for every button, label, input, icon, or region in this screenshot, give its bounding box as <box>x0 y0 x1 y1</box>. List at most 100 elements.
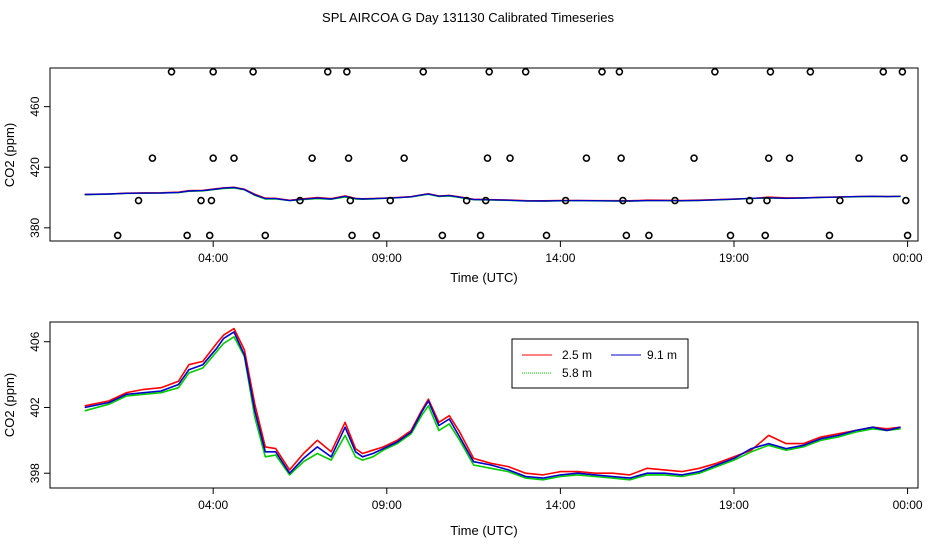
top-x-tick-label: 00:00 <box>893 251 923 265</box>
series-line-5.8m <box>84 335 901 481</box>
scatter-point <box>836 196 844 205</box>
legend-box <box>511 338 689 389</box>
scatter-point <box>879 67 888 76</box>
bottom-x-tick-label: 04:00 <box>198 498 228 512</box>
scatter-point <box>462 196 471 205</box>
scatter-point <box>372 231 381 240</box>
scatter-point <box>205 231 214 240</box>
top-scatter-points <box>113 67 912 240</box>
scatter-point <box>806 67 815 76</box>
scatter-point <box>485 67 494 76</box>
top-y-tick-label: 380 <box>28 217 42 237</box>
scatter-point <box>343 67 351 76</box>
scatter-point <box>134 196 143 205</box>
bottom-y-tick-label: 406 <box>28 331 42 351</box>
legend-label-5.8m: 5.8 m <box>562 366 592 380</box>
scatter-point <box>561 196 570 205</box>
scatter-point <box>521 67 530 76</box>
scatter-point <box>671 196 679 205</box>
top-y-tick-label: 460 <box>28 96 42 116</box>
scatter-point <box>476 231 485 240</box>
top-x-tick-label: 14:00 <box>545 251 575 265</box>
top-x-tick-label: 04:00 <box>198 251 228 265</box>
scatter-point <box>323 67 332 76</box>
scatter-point <box>825 231 834 240</box>
scatter-point <box>617 154 625 162</box>
scatter-point <box>761 231 770 240</box>
scatter-point <box>745 196 754 205</box>
bottom-plot-frame <box>49 321 919 489</box>
scatter-point <box>598 67 606 76</box>
scatter-point <box>711 67 719 76</box>
scatter-point <box>726 231 735 240</box>
bottom-y-axis: 398 402 406 <box>28 331 50 483</box>
bottom-y-tick-label: 398 <box>28 463 42 483</box>
scatter-point <box>419 67 428 76</box>
scatter-point <box>346 196 355 205</box>
scatter-point <box>183 231 191 240</box>
scatter-point <box>900 154 908 162</box>
bottom-x-tick-label: 09:00 <box>372 498 402 512</box>
bottom-x-axis-label: Time (UTC) <box>450 523 517 538</box>
scatter-point <box>766 67 775 76</box>
scatter-point <box>230 154 238 162</box>
scatter-point <box>113 231 122 240</box>
scatter-point <box>619 196 627 205</box>
top-x-tick-label: 19:00 <box>719 251 749 265</box>
bottom-y-tick-label: 402 <box>28 397 42 417</box>
scatter-point <box>855 154 863 162</box>
scatter-point <box>582 154 591 162</box>
legend-label-9.1m: 9.1 m <box>647 348 677 362</box>
series-line-9.1m <box>84 331 901 479</box>
scatter-point <box>249 67 257 76</box>
scatter-point <box>386 196 395 205</box>
legend-label-2.5m: 2.5 m <box>562 348 592 362</box>
top-plot-frame <box>49 67 919 242</box>
scatter-point <box>308 154 316 162</box>
bottom-x-tick-label: 14:00 <box>545 498 575 512</box>
top-line-9.1m <box>84 186 901 202</box>
legend: 2.5 m 9.1 m 5.8 m <box>511 338 689 389</box>
scatter-point <box>197 196 205 205</box>
scatter-point <box>622 231 631 240</box>
top-x-tick-label: 09:00 <box>372 251 402 265</box>
scatter-point <box>348 231 356 240</box>
bottom-x-axis: 04:00 09:00 14:00 19:00 00:00 <box>198 488 923 512</box>
bottom-y-axis-label: CO2 (ppm) <box>2 373 17 437</box>
scatter-point <box>690 154 698 162</box>
bottom-x-tick-label: 19:00 <box>719 498 749 512</box>
bottom-x-tick-label: 00:00 <box>893 498 923 512</box>
bottom-series-lines <box>84 327 901 481</box>
top-y-axis: 380 420 460 <box>28 96 50 238</box>
top-y-axis-label: CO2 (ppm) <box>2 123 17 187</box>
scatter-point <box>763 196 771 205</box>
series-line-2.5m <box>84 327 901 476</box>
bottom-panel: 398 402 406 04:00 09:00 14:00 19:00 00:00 Time… <box>2 321 923 538</box>
scatter-point <box>506 154 514 162</box>
scatter-point <box>785 154 794 162</box>
top-y-tick-label: 420 <box>28 157 42 177</box>
scatter-point <box>344 154 353 162</box>
scatter-point <box>209 154 217 162</box>
scatter-point <box>438 231 447 240</box>
scatter-point <box>903 231 912 240</box>
scatter-point <box>167 67 176 76</box>
top-x-axis-label: Time (UTC) <box>450 270 517 285</box>
scatter-point <box>296 196 304 205</box>
scatter-point <box>902 196 910 205</box>
scatter-point <box>615 67 624 76</box>
scatter-point <box>207 196 216 205</box>
chart-title: SPL AIRCOA G Day 131130 Calibrated Times… <box>322 10 614 25</box>
scatter-point <box>261 231 270 240</box>
scatter-point <box>148 154 157 162</box>
top-x-axis: 04:00 09:00 14:00 19:00 00:00 <box>198 241 923 265</box>
top-mean-line <box>84 186 901 202</box>
scatter-point <box>481 196 490 205</box>
scatter-point <box>209 67 217 76</box>
scatter-point <box>400 154 408 162</box>
scatter-point <box>542 231 551 240</box>
top-panel: 380 420 460 04:00 09:00 14:00 19:00 00:00 Time… <box>2 67 923 285</box>
scatter-point <box>645 231 653 240</box>
